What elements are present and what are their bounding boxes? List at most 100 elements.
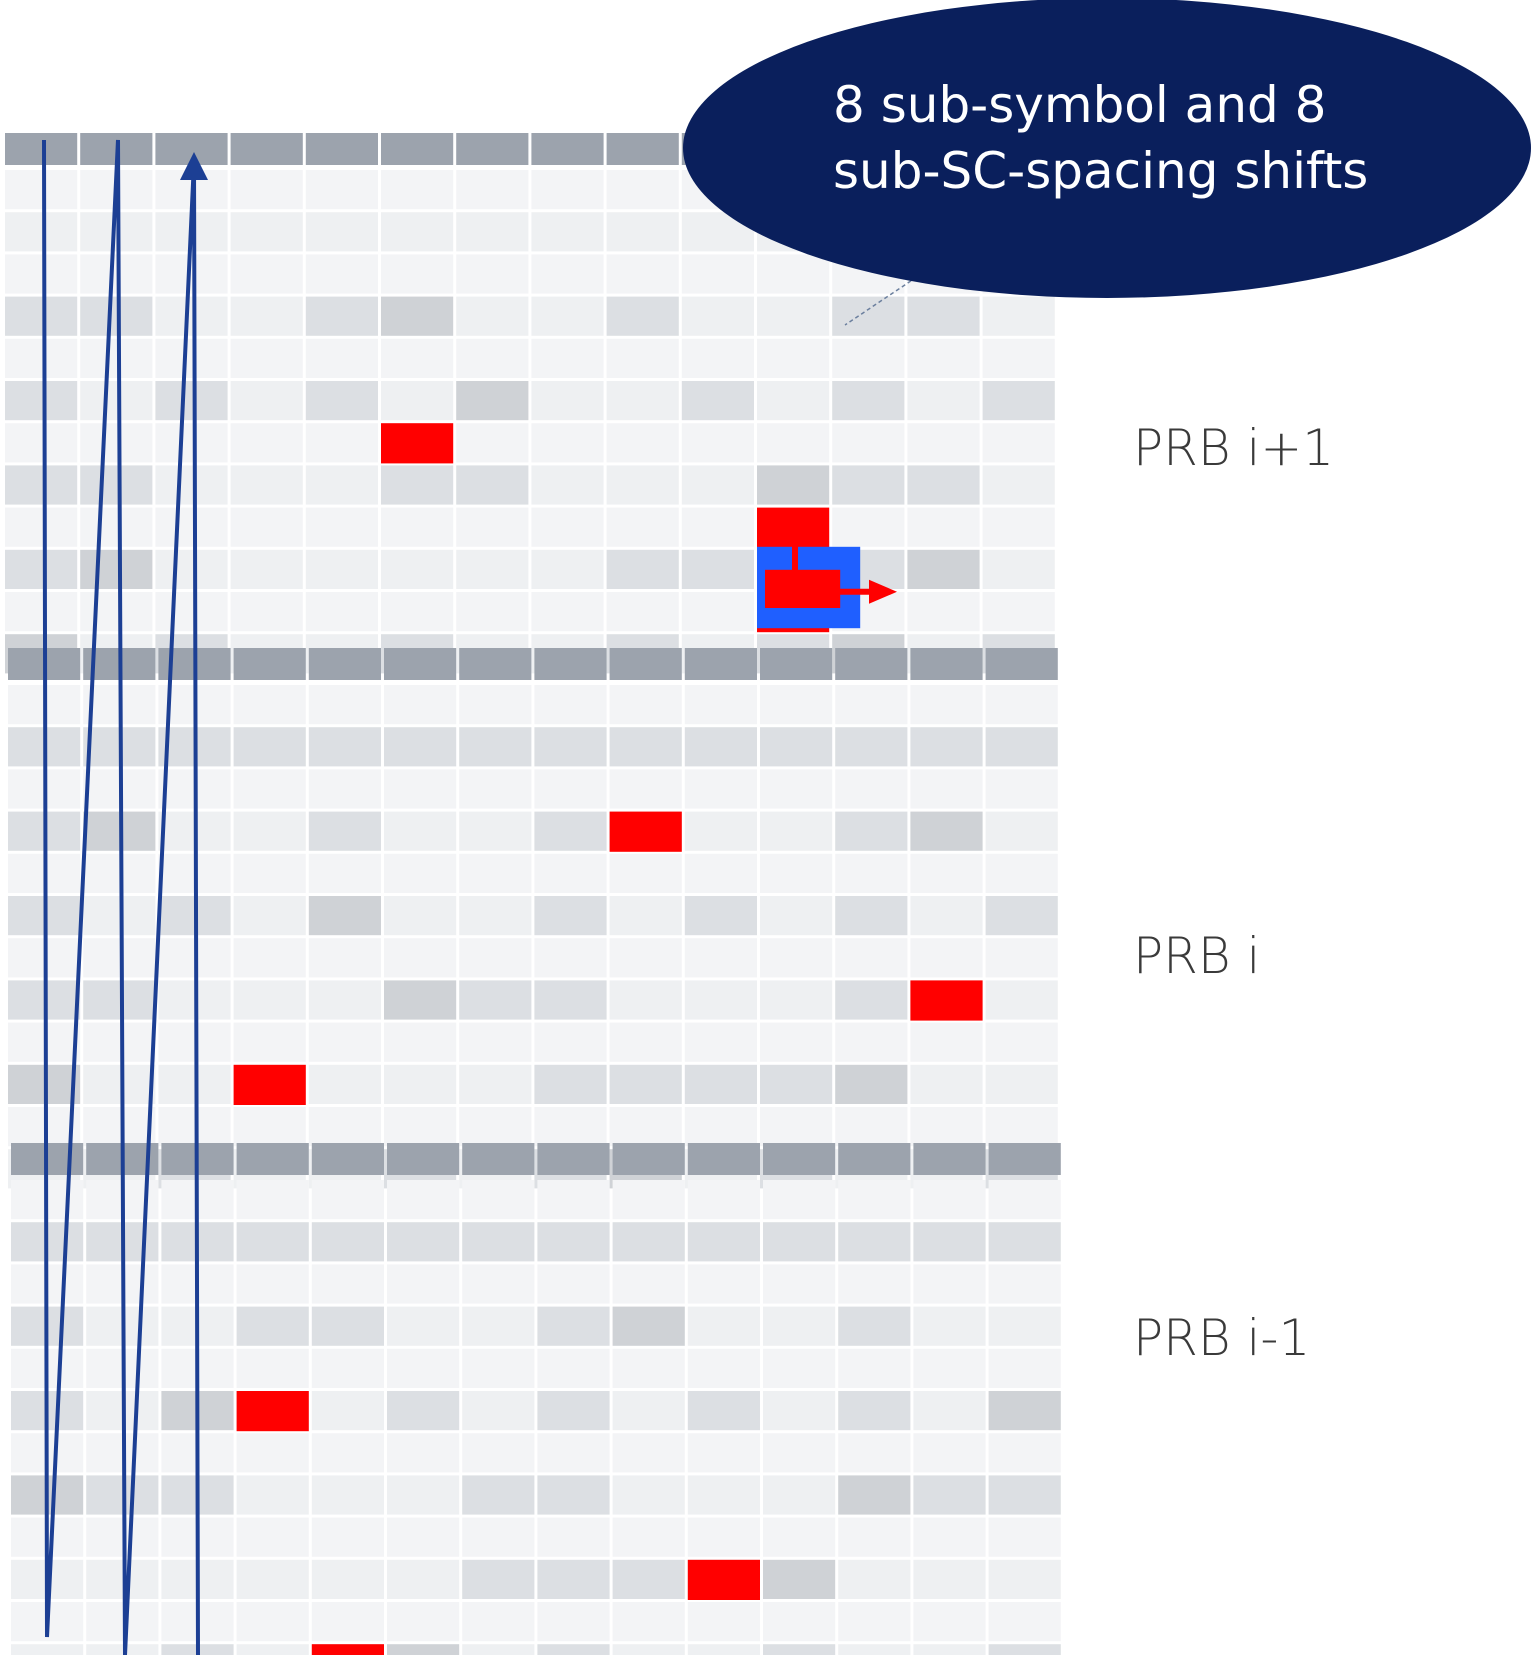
grid-cell — [236, 1348, 309, 1388]
grid-cell — [387, 1475, 460, 1515]
grid-header-cell — [910, 648, 983, 680]
grid-cell — [681, 296, 754, 336]
grid-cell — [531, 170, 604, 210]
grid-cell — [230, 465, 303, 505]
grid-cell — [687, 1391, 760, 1431]
grid-cell — [763, 1264, 836, 1304]
grid-cell — [907, 423, 980, 463]
grid-cell — [537, 1559, 610, 1599]
grid-cell — [311, 1222, 384, 1262]
grid-cell — [459, 980, 532, 1020]
grid-cell — [155, 381, 228, 421]
grid-cell — [236, 1602, 309, 1642]
grid-cell — [5, 465, 78, 505]
grid-cell — [233, 685, 306, 725]
grid-cell — [534, 1064, 607, 1104]
grid-cell — [305, 381, 378, 421]
grid-cell — [456, 338, 529, 378]
grid-cell — [459, 811, 532, 851]
grid-cell — [456, 592, 529, 632]
grid-header-cell — [381, 133, 454, 165]
grid-cell — [910, 811, 983, 851]
grid-cell — [456, 296, 529, 336]
grid-cell — [763, 1180, 836, 1220]
grid-cell — [760, 938, 833, 978]
grid-cell — [988, 1306, 1061, 1346]
grid-cell — [835, 769, 908, 809]
grid-cell — [835, 1064, 908, 1104]
grid-header-cell — [384, 648, 457, 680]
grid-cell — [760, 1107, 833, 1147]
grid-cell — [80, 549, 153, 589]
grid-cell — [609, 727, 682, 767]
grid-cell — [311, 1306, 384, 1346]
callout-text-line1: 8 sub-symbol and 8 — [833, 76, 1326, 134]
grid-cell — [83, 1107, 156, 1147]
grid-cell — [5, 507, 78, 547]
grid-cell — [985, 896, 1058, 936]
grid-cell — [384, 938, 457, 978]
grid-cell — [5, 338, 78, 378]
grid-cell — [311, 1433, 384, 1473]
grid-cell — [907, 338, 980, 378]
grid-cell — [5, 212, 78, 252]
grid-cell — [230, 423, 303, 463]
grid-cell — [381, 381, 454, 421]
grid-cell — [681, 507, 754, 547]
grid-cell — [838, 1517, 911, 1557]
grid-cell — [612, 1306, 685, 1346]
grid-cell — [155, 338, 228, 378]
prb-label-middle: PRB i — [1133, 927, 1260, 985]
grid-cell — [381, 549, 454, 589]
grid-cell — [233, 1107, 306, 1147]
grid-cell — [531, 592, 604, 632]
grid-cell — [760, 769, 833, 809]
grid-header-cell — [387, 1143, 460, 1175]
grid-cell — [681, 254, 754, 294]
grid-cell — [681, 465, 754, 505]
grid-cell — [80, 381, 153, 421]
grid-cell — [835, 727, 908, 767]
grid-header-cell — [233, 648, 306, 680]
grid-cell — [83, 938, 156, 978]
grid-cell — [381, 592, 454, 632]
grid-cell — [537, 1475, 610, 1515]
grid-cell — [384, 853, 457, 893]
grid-cell — [609, 980, 682, 1020]
grid-cell — [838, 1306, 911, 1346]
grid-cell — [308, 980, 381, 1020]
grid-cell — [835, 896, 908, 936]
grid-header-cell — [760, 648, 833, 680]
grid-cell — [459, 685, 532, 725]
grid-cell — [988, 1180, 1061, 1220]
grid-cell — [609, 769, 682, 809]
grid-cell — [233, 896, 306, 936]
grid-cell — [233, 727, 306, 767]
grid-cell — [982, 549, 1055, 589]
grid-cell — [537, 1222, 610, 1262]
grid-cell — [913, 1306, 986, 1346]
grid-cell — [233, 769, 306, 809]
grid-header-cell — [763, 1143, 836, 1175]
grid-cell — [910, 727, 983, 767]
grid-cell — [381, 212, 454, 252]
grid-cell — [381, 170, 454, 210]
grid-cell — [308, 853, 381, 893]
grid-cell — [988, 1559, 1061, 1599]
grid-cell — [910, 1107, 983, 1147]
grid-cell — [387, 1391, 460, 1431]
grid-cell — [985, 1064, 1058, 1104]
grid-cell — [305, 296, 378, 336]
grid-cell — [910, 853, 983, 893]
grid-cell — [684, 938, 757, 978]
grid-cell — [913, 1602, 986, 1642]
grid-cell — [305, 212, 378, 252]
grid-cell — [835, 1107, 908, 1147]
grid-cell — [910, 1064, 983, 1104]
grid-cell — [838, 1264, 911, 1304]
grid-cell — [158, 1107, 231, 1147]
grid-cell — [5, 170, 78, 210]
frequency-hopping-scan-lines — [42, 139, 208, 1655]
grid-cell — [456, 423, 529, 463]
grid-cell — [233, 853, 306, 893]
